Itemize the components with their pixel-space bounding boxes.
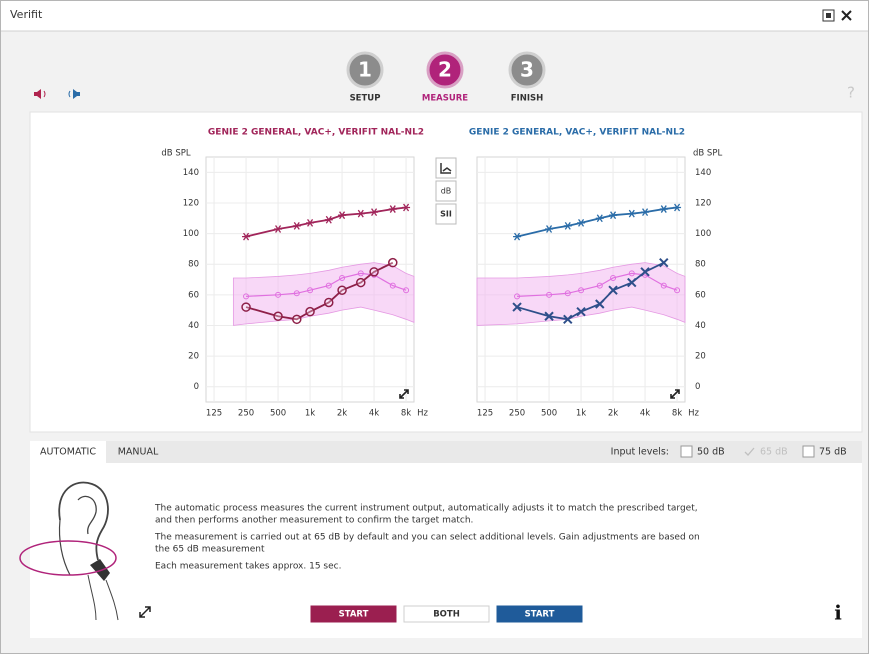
- description-line: Each measurement takes approx. 15 sec.: [155, 562, 341, 572]
- x-tick-label: 500: [270, 409, 286, 419]
- y-tick-label: 100: [183, 229, 199, 239]
- x-unit-label: Hz: [417, 409, 428, 419]
- step-number: 3: [520, 58, 534, 82]
- chart-view-buttons: dB SII: [436, 158, 456, 224]
- chart-title: GENIE 2 GENERAL, VAC+, VERIFIT NAL-NL2: [469, 128, 685, 138]
- step-number: 1: [358, 58, 372, 82]
- restore-icon: [826, 13, 831, 18]
- action-button-label: BOTH: [433, 610, 460, 620]
- x-unit-label: Hz: [688, 409, 699, 419]
- data-point: [325, 298, 333, 306]
- data-point: [370, 268, 378, 276]
- input-levels-label: Input levels:: [611, 447, 669, 458]
- y-tick-label: 60: [695, 290, 706, 300]
- action-button-label: START: [339, 610, 369, 620]
- y-tick-label: 0: [194, 382, 199, 392]
- automatic-tab-label: AUTOMATIC: [40, 447, 96, 458]
- y-axis-label: dB SPL: [161, 149, 190, 159]
- y-tick-label: 100: [695, 229, 711, 239]
- sii-button-label: SII: [440, 210, 452, 219]
- x-tick-label: 1k: [576, 409, 586, 419]
- level-label: 65 dB: [760, 447, 788, 458]
- x-tick-label: 250: [238, 409, 254, 419]
- level-label: 75 dB: [819, 447, 847, 458]
- chart: GENIE 2 GENERAL, VAC+, VERIFIT NAL-NL2 dB…: [469, 128, 723, 419]
- description-line: and then performs another measurement to…: [155, 516, 473, 526]
- data-point: [242, 303, 250, 311]
- level-checkbox[interactable]: [803, 446, 814, 457]
- x-tick-label: 4k: [640, 409, 650, 419]
- x-tick-label: 2k: [608, 409, 618, 419]
- x-tick-label: 4k: [369, 409, 379, 419]
- x-tick-label: 8k: [401, 409, 411, 419]
- y-tick-label: 20: [695, 352, 706, 362]
- data-point: [306, 308, 314, 316]
- step-number: 2: [438, 58, 452, 82]
- window-title: Verifit: [10, 8, 43, 21]
- verifit-window: Verifit ? 1 SETUP 2 MEASURE 3 FINISH GENIE 2 …: [0, 0, 869, 654]
- data-point: [389, 259, 397, 267]
- level-label: 50 dB: [697, 447, 725, 458]
- y-tick-label: 40: [695, 321, 706, 331]
- title-bar: [1, 1, 868, 31]
- y-tick-label: 40: [188, 321, 199, 331]
- y-tick-label: 80: [695, 260, 706, 270]
- action-button-label: START: [525, 610, 555, 620]
- action-buttons: START BOTH START: [311, 606, 582, 622]
- y-tick-label: 80: [188, 260, 199, 270]
- x-tick-label: 8k: [672, 409, 682, 419]
- y-tick-label: 60: [188, 290, 199, 300]
- y-tick-label: 120: [183, 198, 199, 208]
- y-axis-label: dB SPL: [693, 149, 722, 159]
- x-tick-label: 2k: [337, 409, 347, 419]
- x-tick-label: 125: [206, 409, 222, 419]
- step-label: FINISH: [511, 94, 543, 104]
- info-icon[interactable]: i: [834, 601, 842, 625]
- db-button-label: dB: [441, 187, 452, 196]
- description-line: The measurement is carried out at 65 dB …: [154, 533, 700, 543]
- help-icon[interactable]: ?: [847, 84, 855, 102]
- description-line: the 65 dB measurement: [155, 545, 265, 555]
- chart-title: GENIE 2 GENERAL, VAC+, VERIFIT NAL-NL2: [208, 128, 424, 138]
- x-tick-label: 500: [541, 409, 557, 419]
- level-checkbox[interactable]: [681, 446, 692, 457]
- y-tick-label: 140: [695, 168, 711, 178]
- data-point: [357, 279, 365, 287]
- step-label: MEASURE: [422, 94, 468, 104]
- y-tick-label: 140: [183, 168, 199, 178]
- data-point: [274, 312, 282, 320]
- input-level-options: 50 dB 65 dB 75 dB: [681, 446, 847, 458]
- x-tick-label: 125: [477, 409, 493, 419]
- data-point: [338, 286, 346, 294]
- step-label: SETUP: [350, 94, 381, 104]
- manual-tab-label[interactable]: MANUAL: [118, 447, 159, 458]
- y-tick-label: 120: [695, 198, 711, 208]
- description-line: The automatic process measures the curre…: [154, 504, 698, 514]
- step-indicator: 1 SETUP 2 MEASURE 3 FINISH: [348, 53, 544, 104]
- y-tick-label: 20: [188, 352, 199, 362]
- y-tick-label: 0: [695, 382, 700, 392]
- x-tick-label: 250: [509, 409, 525, 419]
- data-point: [293, 315, 301, 323]
- x-tick-label: 1k: [305, 409, 315, 419]
